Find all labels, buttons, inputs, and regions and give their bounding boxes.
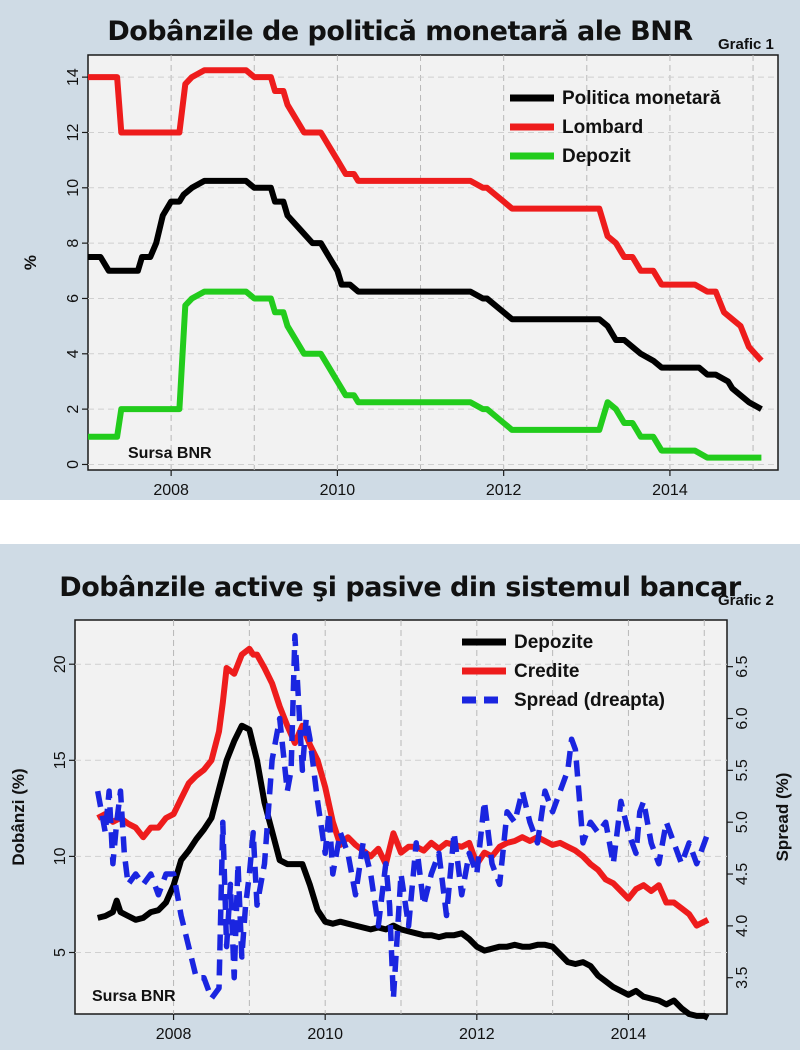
x-tick-label: 2008 [153,482,189,499]
source-note: Sursa BNR [128,445,212,462]
x-tick-label: 2010 [307,1026,343,1043]
y-right-tick-label: 4.5 [734,863,751,885]
legend-label: Depozite [514,632,593,653]
y-tick-label: 8 [65,239,82,248]
y-right-tick-label: 4.0 [734,915,751,937]
y-tick-label: 5 [52,948,69,957]
y-tick-label: 10 [52,847,69,865]
series-line-lombard [88,67,764,363]
y-right-tick-label: 5.0 [734,811,751,833]
y-axis-label: % [21,255,40,270]
chart-title-2: Dobânzile active şi pasive din sistemul … [59,572,741,603]
legend-label: Credite [514,661,579,682]
y-tick-label: 10 [65,179,82,197]
plot-area [87,54,779,471]
series-line-depozit [88,288,762,461]
y-tick-label: 20 [52,655,69,673]
figure-label-1: Grafic 1 [718,36,774,53]
chart-1-svg: 2008 2010 2012 2014 0 2 4 6 8 10 12 14% Politica mon… [21,54,779,499]
series-line-credite [96,645,710,929]
y-tick-label: 14 [65,68,82,86]
y-right-tick-label: 5.5 [734,759,751,781]
chart-panel-2: Dobânzile active şi pasive din sistemul … [0,544,800,1050]
y-right-axis-label: Spread (%) [773,773,792,862]
y-tick-label: 15 [52,751,69,769]
x-tick-label: 2010 [320,482,356,499]
figure-label-2: Grafic 2 [718,592,774,609]
x-tick-label: 2012 [486,482,522,499]
x-tick-label: 2008 [156,1026,192,1043]
y-right-tick-label: 3.5 [734,966,751,988]
legend-label: Lombard [562,117,643,138]
y-tick-label: 12 [65,123,82,141]
y-tick-label: 4 [65,349,82,358]
y-right-tick-label: 6.0 [734,707,751,729]
y-tick-label: 6 [65,294,82,303]
chart-title-1: Dobânzile de politică monetară ale BNR [107,16,693,47]
series-line-politica-monetar- [88,177,763,412]
x-tick-label: 2014 [611,1026,647,1043]
x-tick-label: 2012 [459,1026,495,1043]
y-axis-label: Dobânzi (%) [9,768,28,865]
y-tick-label: 2 [65,405,82,414]
series-line-depozite [96,722,710,1021]
y-tick-label: 0 [65,460,82,469]
chart-panel-1: Dobânzile de politică monetară ale BNR G… [0,0,800,500]
x-tick-label: 2014 [652,482,688,499]
chart-2-svg: 2008 2010 2012 2014 5 10 15 20 3.5 4.0 4.5 5.0 5.5 6.… [9,619,792,1043]
series-line-spread-dreapta- [94,632,711,1002]
source-note: Sursa BNR [92,988,176,1005]
legend-label: Spread (dreapta) [514,690,665,711]
legend-label: Depozit [562,146,631,167]
y-right-tick-label: 6.5 [734,655,751,677]
legend-label: Politica monetară [562,88,721,109]
